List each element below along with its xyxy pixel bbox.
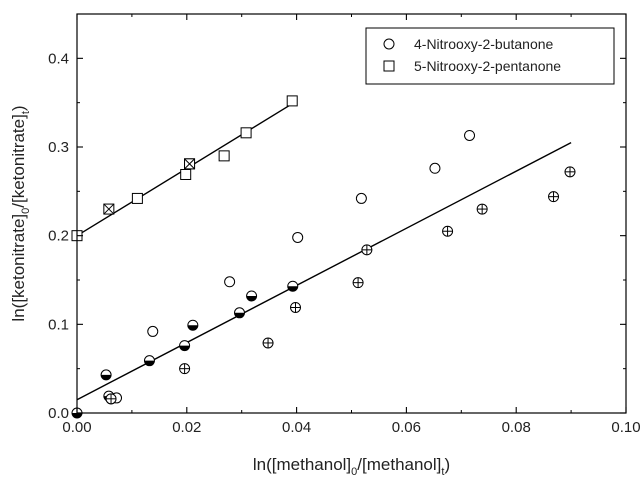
- data-point: [234, 307, 246, 319]
- point-fill: [101, 374, 112, 380]
- data-point: [352, 277, 364, 289]
- point-circle: [464, 129, 476, 141]
- point-circle: [429, 162, 441, 174]
- data-point: [131, 192, 143, 204]
- y-tick-label: 0.2: [48, 228, 69, 245]
- data-point: [240, 127, 252, 139]
- point-square: [218, 150, 230, 162]
- y-tick-label: 0.4: [48, 50, 69, 67]
- fit-line: [76, 141, 572, 401]
- x-tick-label: 0.08: [502, 419, 531, 436]
- point-x-b: [103, 203, 115, 215]
- legend-box: [365, 27, 615, 85]
- data-point: [476, 203, 488, 215]
- data-point: [361, 244, 373, 256]
- data-point: [286, 95, 298, 107]
- data-point: [564, 166, 576, 178]
- x-tick-label: 0.10: [611, 419, 640, 436]
- data-point: [218, 150, 230, 162]
- y-axis-label: ln([ketonitrate]0/[ketonitrate]t): [9, 105, 32, 321]
- point-fill: [187, 325, 198, 331]
- x-tick-label: 0.02: [172, 419, 201, 436]
- point-square: [131, 192, 143, 204]
- data-point: [147, 325, 159, 337]
- point-fill: [179, 345, 190, 351]
- data-point: [464, 129, 476, 141]
- data-point: [383, 60, 395, 72]
- data-point: [383, 38, 395, 50]
- point-fill: [234, 312, 245, 318]
- data-point: [100, 369, 112, 381]
- data-point: [105, 393, 117, 405]
- data-point: [179, 363, 191, 375]
- point-fill: [144, 360, 155, 366]
- legend-label: 4-Nitrooxy-2-butanone: [414, 36, 554, 52]
- data-point: [184, 158, 196, 170]
- point-fill: [287, 286, 298, 292]
- point-circle: [383, 38, 395, 50]
- x-tick-label: 0.04: [282, 419, 311, 436]
- y-tick-label: 0.3: [48, 139, 69, 156]
- data-point: [442, 225, 454, 237]
- point-circle: [147, 325, 159, 337]
- data-point: [246, 290, 258, 302]
- data-point: [429, 162, 441, 174]
- data-point: [224, 276, 236, 288]
- point-square: [383, 60, 395, 72]
- point-circle: [355, 192, 367, 204]
- data-point: [179, 340, 191, 352]
- data-point: [292, 231, 304, 243]
- y-tick-label: 0.1: [48, 316, 69, 333]
- data-point: [103, 203, 115, 215]
- point-square: [180, 168, 192, 180]
- y-tick-label: 0.0: [48, 405, 69, 422]
- data-point: [262, 337, 274, 349]
- point-circle: [224, 276, 236, 288]
- point-circle: [292, 231, 304, 243]
- point-fill: [246, 295, 257, 301]
- data-point: [180, 168, 192, 180]
- data-point: [187, 319, 199, 331]
- point-x-b: [184, 158, 195, 170]
- data-point: [290, 301, 302, 313]
- data-point: [143, 355, 155, 367]
- point-fill: [72, 413, 82, 418]
- data-point: [355, 192, 367, 204]
- data-point: [548, 191, 560, 203]
- point-square: [240, 127, 252, 139]
- x-tick-label: 0.00: [62, 419, 91, 436]
- point-square: [286, 95, 298, 107]
- x-tick-label: 0.06: [392, 419, 421, 436]
- x-axis-label: ln([methanol]0/[methanol]t): [253, 455, 450, 478]
- legend-label: 5-Nitrooxy-2-pentanone: [414, 58, 561, 74]
- data-point: [287, 280, 299, 292]
